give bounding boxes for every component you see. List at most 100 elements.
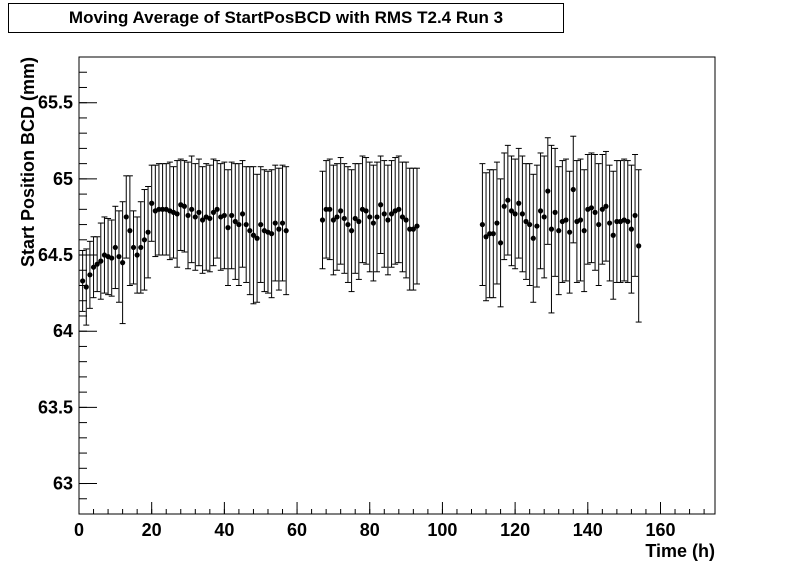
data-point [199, 217, 206, 223]
data-points [80, 186, 642, 290]
data-point [410, 226, 416, 232]
data-point [345, 221, 351, 228]
data-point [403, 217, 409, 223]
data-point [577, 217, 584, 223]
data-point [236, 221, 242, 228]
data-point [352, 215, 358, 222]
data-point [196, 209, 202, 215]
data-point [338, 208, 344, 214]
data-point [505, 197, 511, 203]
data-point [610, 232, 616, 238]
x-tick-label: 160 [645, 520, 675, 540]
x-tick-label: 120 [500, 520, 530, 540]
data-point [243, 221, 249, 228]
data-point [334, 214, 340, 220]
data-point [94, 261, 100, 267]
data-point [239, 211, 246, 217]
data-point [258, 221, 264, 228]
data-point [534, 223, 540, 229]
data-point [494, 220, 500, 226]
data-point [407, 226, 413, 232]
y-tick-label: 65 [53, 169, 73, 189]
data-point [232, 218, 238, 225]
data-point [80, 278, 86, 284]
data-point [490, 231, 496, 237]
data-point [497, 240, 504, 246]
x-tick-label: 140 [573, 520, 603, 540]
data-point [508, 208, 515, 214]
data-point [588, 205, 595, 211]
data-point [527, 221, 533, 228]
data-point [269, 231, 275, 237]
data-point [225, 225, 231, 231]
data-point [120, 260, 126, 266]
data-point [479, 221, 486, 228]
data-point [83, 284, 89, 290]
data-point [330, 217, 336, 223]
data-point [250, 232, 257, 238]
data-point [207, 215, 213, 222]
data-point [367, 214, 373, 220]
data-point [90, 264, 97, 270]
y-tick-label: 63.5 [38, 397, 73, 417]
y-axis-label: Start Position BCD (mm) [18, 57, 38, 267]
data-point [603, 203, 609, 209]
data-point [214, 206, 220, 212]
data-point [272, 220, 278, 226]
data-point [319, 217, 326, 223]
x-tick-label: 0 [74, 520, 84, 540]
data-point [545, 188, 551, 194]
x-axis-label: Time (h) [645, 541, 715, 561]
data-point [516, 200, 522, 206]
data-point [625, 218, 631, 225]
data-point [127, 228, 133, 234]
y-tick-label: 64 [53, 321, 73, 341]
data-point [483, 234, 489, 240]
data-point [327, 206, 333, 212]
data-point [381, 211, 387, 217]
data-point [374, 214, 380, 220]
data-point [385, 217, 391, 223]
data-point [356, 218, 362, 225]
data-point [341, 215, 347, 222]
data-point [628, 226, 635, 232]
data-point [487, 231, 493, 237]
data-point [563, 217, 569, 223]
data-point [570, 186, 576, 193]
x-tick-label: 20 [142, 520, 162, 540]
data-point [254, 235, 260, 241]
data-point [174, 211, 180, 217]
data-point [607, 220, 613, 226]
data-point [149, 200, 155, 206]
data-point [548, 226, 555, 232]
x-tick-label: 40 [214, 520, 234, 540]
data-point [112, 244, 118, 251]
data-point [636, 243, 642, 249]
data-point [279, 220, 286, 226]
data-point [145, 229, 151, 235]
data-point [396, 206, 402, 212]
data-point [221, 212, 227, 219]
data-point [537, 208, 544, 214]
data-point [189, 206, 195, 212]
data-point [378, 202, 384, 208]
data-point [276, 226, 282, 232]
chart-title-box: Moving Average of StartPosBCD with RMS T… [8, 3, 564, 33]
data-point [134, 252, 140, 258]
data-point [552, 209, 558, 215]
data-point [363, 208, 369, 214]
data-point [541, 214, 547, 220]
data-point [138, 244, 144, 251]
data-point [370, 220, 376, 226]
data-point [414, 223, 420, 229]
data-point [596, 221, 602, 228]
data-point [87, 272, 93, 278]
data-point [283, 228, 289, 234]
data-point [399, 214, 406, 220]
data-point [210, 209, 217, 215]
chart-title: Moving Average of StartPosBCD with RMS T… [68, 8, 504, 27]
y-tick-label: 64.5 [38, 245, 73, 265]
data-point [556, 228, 562, 234]
y-tick-label: 65.5 [38, 93, 73, 113]
